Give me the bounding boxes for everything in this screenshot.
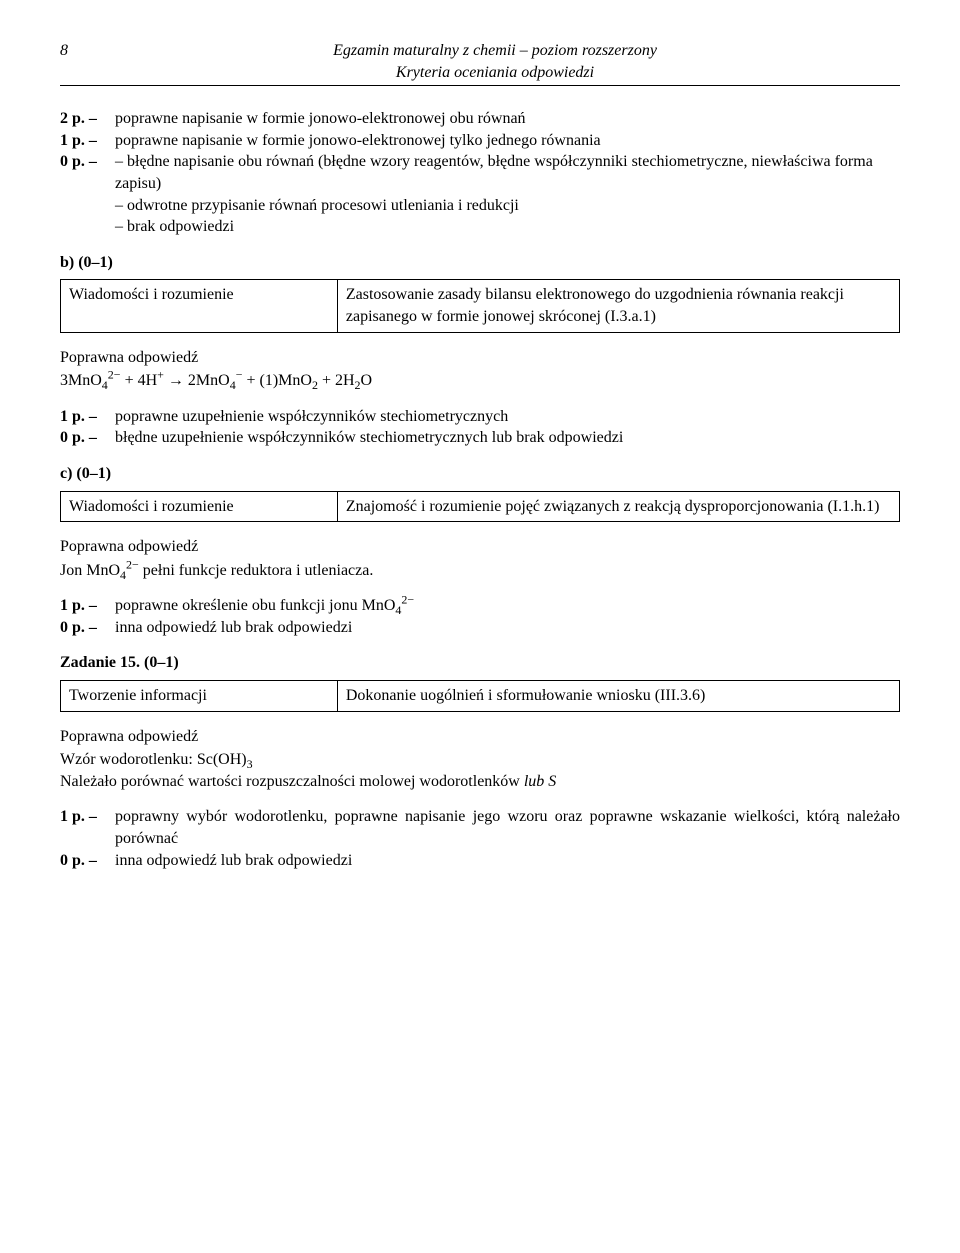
table-15: Tworzenie informacji Dokonanie uogólnień… xyxy=(60,680,900,712)
table-b-left: Wiadomości i rozumienie xyxy=(61,280,338,332)
pts-c0-text: inna odpowiedź lub brak odpowiedzi xyxy=(115,617,900,639)
answer-label-15: Poprawna odpowiedź xyxy=(60,726,900,748)
table-c: Wiadomości i rozumienie Znajomość i rozu… xyxy=(60,491,900,523)
points-block-1: 2 p. – poprawne napisanie w formie jonow… xyxy=(60,108,900,238)
pts-1-text: poprawne napisanie w formie jonowo-elekt… xyxy=(115,130,900,152)
table-c-right: Znajomość i rozumienie pojęć związanych … xyxy=(337,491,899,522)
ans-c-pre: Jon MnO xyxy=(60,562,120,579)
points-block-15: 1 p. – poprawny wybór wodorotlenku, popr… xyxy=(60,806,900,871)
answer-15-line2: Należało porównać wartości rozpuszczalno… xyxy=(60,771,900,793)
eq-b-p3: → 2MnO xyxy=(164,372,230,389)
ans-15-sub: 3 xyxy=(247,757,253,771)
eq-b-p1: 3MnO xyxy=(60,372,102,389)
table-b: Wiadomości i rozumienie Zastosowanie zas… xyxy=(60,279,900,332)
eq-b-p2: + 4H xyxy=(121,372,158,389)
pts-c1-label: 1 p. – xyxy=(60,595,115,617)
page-header: 8 Egzamin maturalny z chemii – poziom ro… xyxy=(60,40,900,86)
eq-b-p5: + 2H xyxy=(318,372,355,389)
table-15-left: Tworzenie informacji xyxy=(61,681,338,712)
pts-0-label: 0 p. – xyxy=(60,151,115,194)
pts-2-text: poprawne napisanie w formie jonowo-elekt… xyxy=(115,108,900,130)
pts-c1-text: poprawne określenie obu funkcji jonu MnO… xyxy=(115,595,900,617)
task-15-heading: Zadanie 15. (0–1) xyxy=(60,652,900,674)
pts-0-text: – błędne napisanie obu równań (błędne wz… xyxy=(115,151,900,194)
pts-0-line3: – brak odpowiedzi xyxy=(115,216,900,238)
pts-b1-label: 1 p. – xyxy=(60,406,115,428)
answer-c-text: Jon MnO42− pełni funkcje reduktora i utl… xyxy=(60,560,900,582)
pts-b0-label: 0 p. – xyxy=(60,427,115,449)
ans-15-l2-pre: Należało porównać wartości rozpuszczalno… xyxy=(60,773,524,790)
pts-0-line2: – odwrotne przypisanie równań procesowi … xyxy=(115,195,900,217)
pts-c1-pre: poprawne określenie obu funkcji jonu MnO xyxy=(115,597,395,614)
points-block-c: 1 p. – poprawne określenie obu funkcji j… xyxy=(60,595,900,638)
pts-15-1-text: poprawny wybór wodorotlenku, poprawne na… xyxy=(115,806,900,849)
table-15-right: Dokonanie uogólnień i sformułowanie wnio… xyxy=(337,681,899,712)
table-c-left: Wiadomości i rozumienie xyxy=(61,491,338,522)
eq-b-p6: O xyxy=(361,372,373,389)
points-block-b: 1 p. – poprawne uzupełnienie współczynni… xyxy=(60,406,900,449)
pts-15-1-label: 1 p. – xyxy=(60,806,115,849)
header-line2: Kryteria oceniania odpowiedzi xyxy=(396,64,594,81)
page-number: 8 xyxy=(60,40,90,62)
answer-label-c: Poprawna odpowiedź xyxy=(60,536,900,558)
ans-15-l2-it: lub S xyxy=(524,773,556,790)
pts-1-label: 1 p. – xyxy=(60,130,115,152)
answer-label-b: Poprawna odpowiedź xyxy=(60,347,900,369)
section-c-heading: c) (0–1) xyxy=(60,463,900,485)
equation-b: 3MnO42− + 4H+ → 2MnO4− + (1)MnO2 + 2H2O xyxy=(60,370,900,392)
table-b-right: Zastosowanie zasady bilansu elektronoweg… xyxy=(337,280,899,332)
answer-15-line1: Wzór wodorotlenku: Sc(OH)3 xyxy=(60,749,900,771)
ans-15-l1: Wzór wodorotlenku: Sc(OH) xyxy=(60,751,247,768)
pts-2-label: 2 p. – xyxy=(60,108,115,130)
section-b-heading: b) (0–1) xyxy=(60,252,900,274)
pts-b0-text: błędne uzupełnienie współczynników stech… xyxy=(115,427,900,449)
eq-b-p4: + (1)MnO xyxy=(242,372,311,389)
header-title: Egzamin maturalny z chemii – poziom rozs… xyxy=(90,40,900,83)
pts-b1-text: poprawne uzupełnienie współczynników ste… xyxy=(115,406,900,428)
pts-15-0-text: inna odpowiedź lub brak odpowiedzi xyxy=(115,850,900,872)
header-line1: Egzamin maturalny z chemii – poziom rozs… xyxy=(333,42,657,59)
pts-15-0-label: 0 p. – xyxy=(60,850,115,872)
pts-c0-label: 0 p. – xyxy=(60,617,115,639)
ans-c-post: pełni funkcje reduktora i utleniacza. xyxy=(139,562,374,579)
